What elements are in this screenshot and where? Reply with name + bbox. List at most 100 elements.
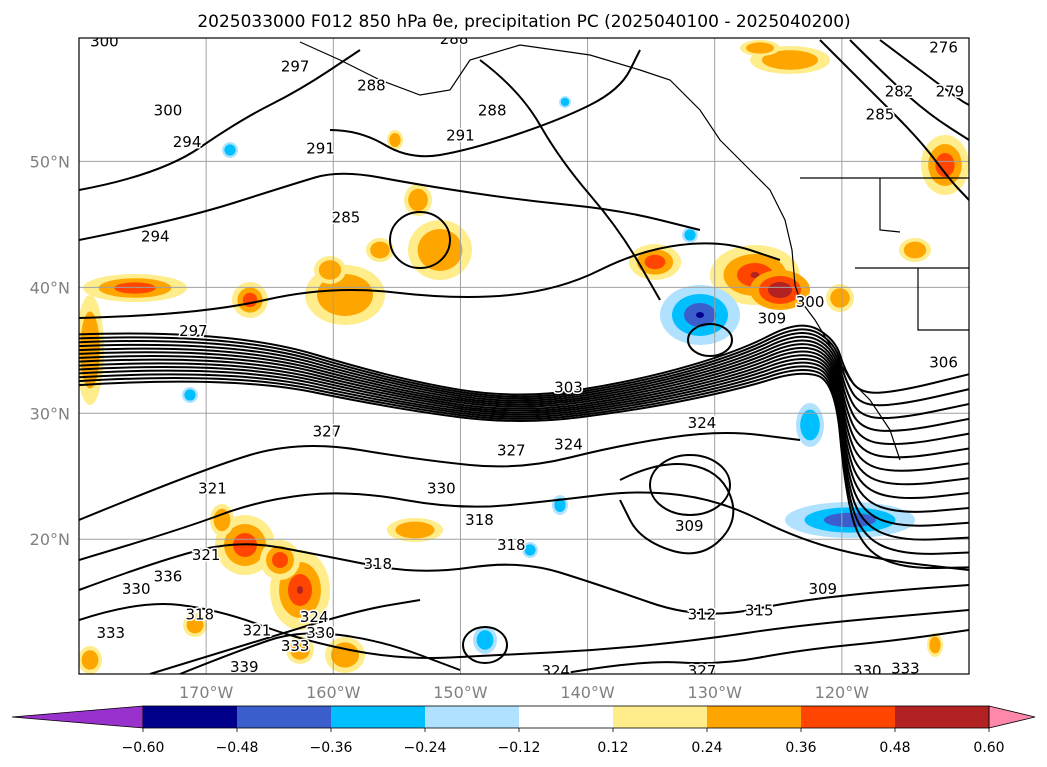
contour-label: 324 <box>554 435 583 453</box>
colorbar-segment <box>331 706 426 728</box>
coastline <box>299 41 901 461</box>
colorbar-segment <box>425 706 520 728</box>
precip-area <box>272 552 288 568</box>
precip-area <box>213 508 231 532</box>
contour-line <box>559 629 969 674</box>
colorbar-tick-label: 0.36 <box>785 740 816 756</box>
colorbar-extend-high <box>988 705 1036 729</box>
contour-line <box>179 632 461 674</box>
precip-area <box>644 254 666 270</box>
contour-line <box>649 454 731 516</box>
colorbar-tick-label: 0.48 <box>879 740 910 756</box>
precip-area <box>929 636 941 654</box>
contour-label: 300 <box>796 293 825 311</box>
contour-label: 309 <box>675 517 704 535</box>
contour-line <box>79 603 969 659</box>
precip-area <box>290 640 310 660</box>
colorbar-tick-label: −0.48 <box>216 740 259 756</box>
contour-label: 279 <box>936 83 965 101</box>
contour-label: 294 <box>141 227 170 245</box>
contour-label: 285 <box>866 105 895 123</box>
contour-label: 327 <box>688 662 717 680</box>
colorbar-segment <box>613 706 708 728</box>
colorbar-tick-label: −0.36 <box>310 740 353 756</box>
contour-label: 318 <box>465 511 494 529</box>
border-line <box>879 178 901 233</box>
contour-line <box>687 323 733 357</box>
contour-label: 315 <box>745 602 774 620</box>
contour-line <box>79 357 969 513</box>
contour-line <box>619 463 735 555</box>
contour-label: 330 <box>306 624 335 642</box>
precip-area <box>318 260 342 280</box>
contour-line <box>79 365 969 541</box>
contour-label: 330 <box>122 580 151 598</box>
contour-line <box>79 372 969 570</box>
contour-line <box>79 543 969 615</box>
precipitation-shading <box>79 40 969 674</box>
contour-label: 288 <box>478 102 507 120</box>
precip-area <box>830 288 850 308</box>
precip-area-negative <box>684 229 696 241</box>
contour-line <box>79 172 701 241</box>
x-tick-label: 150°W <box>433 683 488 702</box>
precip-area <box>746 42 774 54</box>
precip-area-negative <box>224 144 236 156</box>
precip-area <box>417 229 463 271</box>
contour-label: 318 <box>185 605 214 623</box>
precip-area-negative <box>524 544 536 556</box>
y-axis: 20°N 30°N 40°N 50°N <box>30 152 70 549</box>
contour-label: 324 <box>541 662 570 680</box>
colorbar-segment <box>707 706 802 728</box>
contour-line <box>329 49 641 158</box>
contour-line <box>149 599 421 674</box>
contour-label: 300 <box>154 102 183 120</box>
colorbar-tick-label: 0.12 <box>597 740 628 756</box>
map-area: 300 297 288 288 288 300 294 291 291 285 294 297 276 2… <box>79 38 969 690</box>
precip-area <box>750 272 760 278</box>
colorbar-tick-label: −0.12 <box>498 740 541 756</box>
contour-line <box>79 242 781 319</box>
precip-area <box>317 274 373 316</box>
precip-area <box>768 282 792 298</box>
x-tick-label: 120°W <box>815 683 870 702</box>
chart-title: 2025033000 F012 850 hPa θe, precipitatio… <box>197 12 850 32</box>
precip-area-negative <box>560 97 570 107</box>
contour-label: 309 <box>758 309 787 327</box>
contour-line <box>79 361 969 527</box>
precip-area-negative <box>800 409 820 441</box>
colorbar-segment <box>143 706 238 728</box>
contour-line <box>819 39 969 201</box>
precip-area <box>297 586 303 594</box>
precip-area <box>935 153 955 177</box>
x-axis: 170°W 160°W 150°W 140°W 130°W 120°W <box>179 683 869 702</box>
contour-label: 324 <box>446 672 475 690</box>
precip-area <box>114 282 156 294</box>
precip-area <box>762 50 818 70</box>
colorbar-frame <box>142 705 990 729</box>
precip-area <box>903 241 927 259</box>
y-tick-label: 30°N <box>30 404 70 423</box>
contour-label: 321 <box>192 546 221 564</box>
contour-label: 306 <box>929 353 958 371</box>
colorbar-extend-low <box>11 705 144 729</box>
contour-label: 297 <box>281 57 310 75</box>
contour-label: 324 <box>300 608 329 626</box>
colorbar-segment <box>801 706 896 728</box>
contour-label: 303 <box>554 379 583 397</box>
contour-line <box>79 331 969 420</box>
contour-label: 324 <box>688 414 717 432</box>
contour-label: 321 <box>243 622 272 640</box>
contour-line <box>79 354 969 500</box>
colorbar-segment <box>895 706 990 728</box>
contour-line <box>79 335 969 432</box>
contour-label: 312 <box>688 605 717 623</box>
contour-label: 288 <box>357 76 386 94</box>
contour-label: 321 <box>198 479 227 497</box>
contour-label: 285 <box>332 209 361 227</box>
precip-area-negative <box>696 312 704 318</box>
contour-line <box>79 369 969 555</box>
contour-line <box>389 211 451 269</box>
contour-label: 333 <box>281 637 310 655</box>
